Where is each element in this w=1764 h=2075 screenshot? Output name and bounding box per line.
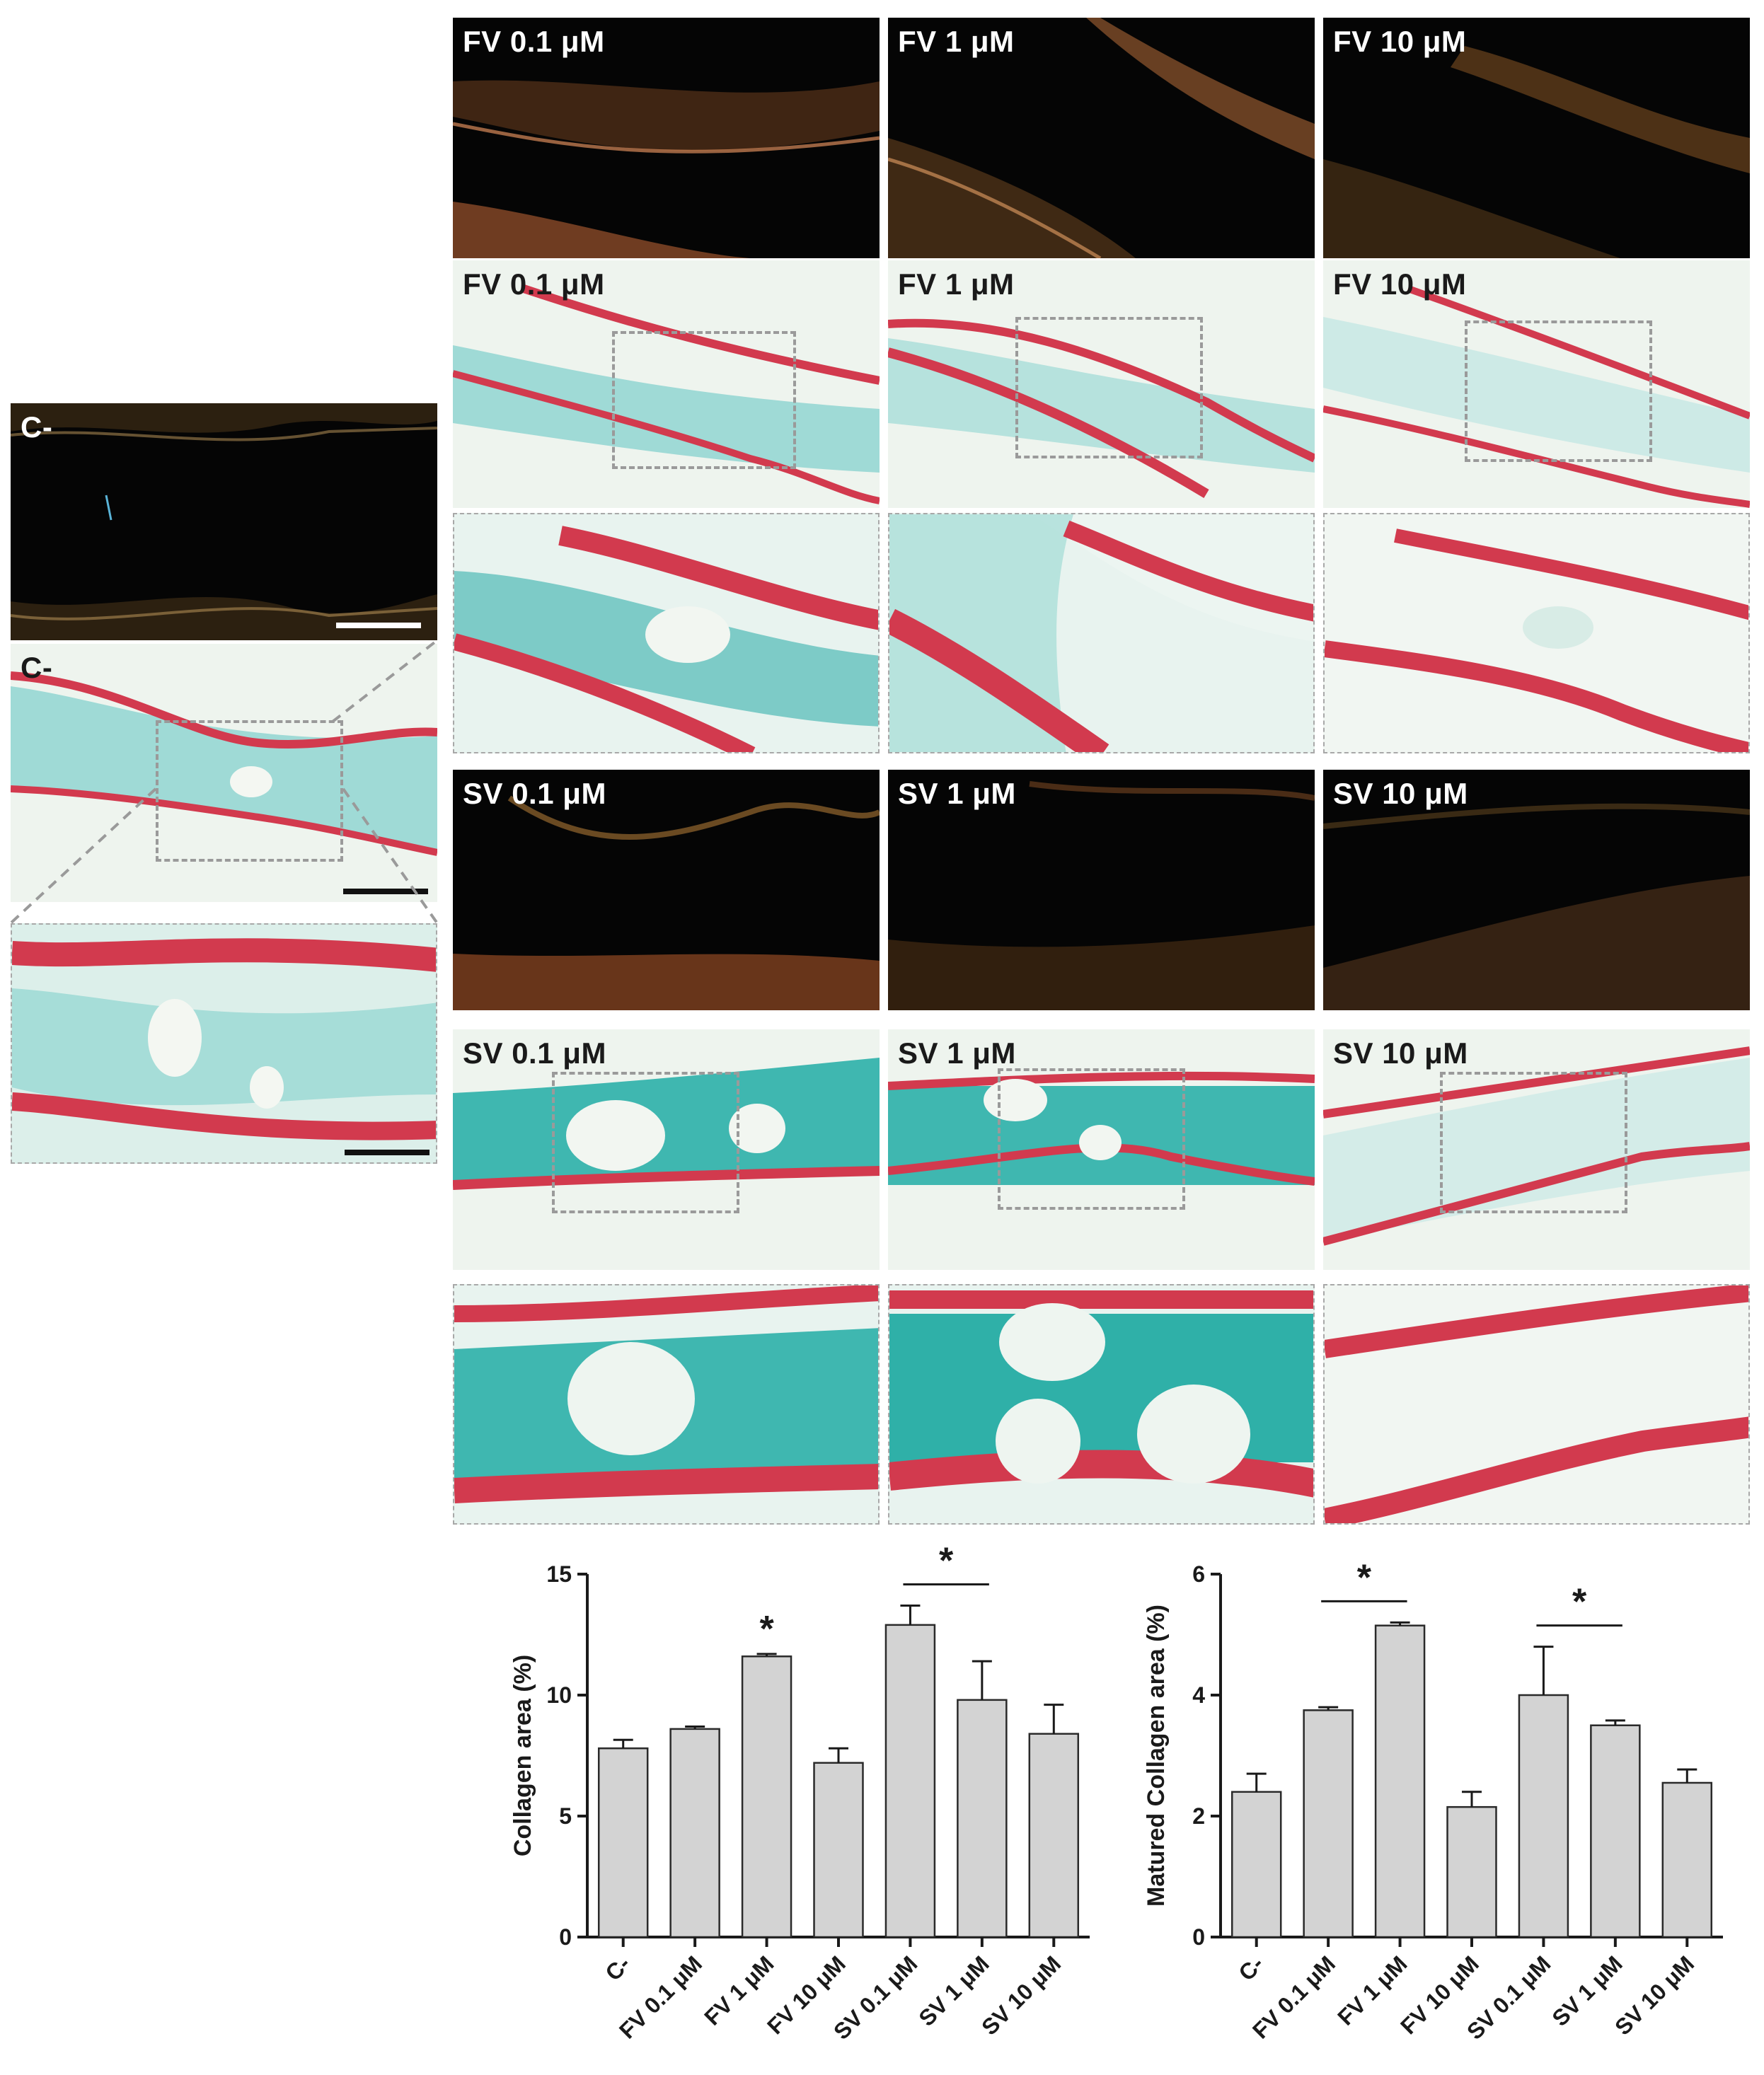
fv-polarized-image: [1323, 46, 1750, 258]
fv-stained-image: [888, 318, 1315, 499]
panel-label: FV 1 μM: [898, 267, 1015, 301]
bar: [1028, 1733, 1080, 1938]
bar: [1590, 1724, 1641, 1938]
sv-polarized-panel-3: SV 10 μM: [1323, 770, 1750, 1010]
bar: [957, 1699, 1008, 1938]
zoom-region-frame: [612, 331, 796, 469]
sv-stained-panel-1: SV 0.1 μM: [453, 1029, 880, 1270]
scale-bar: [336, 623, 421, 628]
sv-zoom-image: [1325, 1285, 1748, 1523]
sv-zoom-image: [454, 1285, 878, 1503]
panel-label: SV 10 μM: [1333, 1036, 1468, 1070]
fv-zoom-image: [889, 514, 1313, 752]
x-tick-label: C-: [600, 1950, 635, 1985]
x-tick-label: C-: [1233, 1950, 1268, 1985]
bar: [1518, 1694, 1569, 1938]
bar: [884, 1624, 936, 1938]
zoom-region-frame: [1015, 317, 1203, 458]
fv-polarized-panel-1: FV 0.1 μM: [453, 18, 880, 258]
significance-star: *: [759, 1609, 774, 1650]
sv-zoom-image: [889, 1290, 1313, 1498]
bar: [1374, 1624, 1426, 1938]
fv-zoom-image: [454, 526, 878, 752]
panel-label: C-: [21, 410, 53, 444]
sv-zoom-inset-2: [888, 1284, 1315, 1525]
zoom-region-frame: [156, 720, 343, 862]
sv-stained-image: [453, 1058, 880, 1190]
fv-stained-panel-3: FV 10 μM: [1323, 260, 1750, 508]
fv-zoom-inset-1: [453, 513, 880, 753]
sv-polarized-image: [888, 781, 1315, 1010]
fv-polarized-image: [888, 18, 1315, 258]
control-zoom-image: [12, 938, 436, 1140]
y-tick-label: 10: [546, 1682, 572, 1708]
y-tick-label: 2: [1192, 1803, 1205, 1829]
fv-stained-image: [1323, 285, 1750, 508]
y-tick-label: 6: [1192, 1561, 1205, 1587]
panel-label: C-: [21, 651, 53, 684]
fv-stained-panel-1: FV 0.1 μM: [453, 260, 880, 508]
sv-zoom-inset-1: [453, 1284, 880, 1525]
bar: [741, 1655, 792, 1938]
scale-bar: [345, 1150, 430, 1155]
fv-zoom-inset-3: [1323, 513, 1750, 753]
control-polarized-panel: C-: [11, 403, 437, 640]
zoom-region-frame: [1465, 320, 1652, 462]
sv-polarized-panel-1: SV 0.1 μM: [453, 770, 880, 1010]
bar: [1230, 1791, 1282, 1938]
zoom-region-frame: [1440, 1072, 1627, 1213]
panel-label: FV 1 μM: [898, 25, 1015, 58]
sv-polarized-image: [1323, 803, 1750, 1010]
control-zoom-inset: [11, 923, 437, 1164]
fv-polarized-image: [453, 80, 880, 258]
fv-zoom-image: [1325, 528, 1748, 752]
bar: [669, 1728, 720, 1938]
y-axis-title: Matured Collagen area (%): [1143, 1605, 1170, 1907]
panel-label: SV 0.1 μM: [463, 777, 606, 810]
y-tick-label: 0: [559, 1924, 572, 1950]
significance-star: *: [939, 1540, 954, 1581]
panel-label: SV 10 μM: [1333, 777, 1468, 810]
y-tick-label: 15: [546, 1561, 572, 1587]
control-stained-image: [11, 671, 437, 856]
sv-stained-panel-3: SV 10 μM: [1323, 1029, 1750, 1270]
sv-zoom-inset-3: [1323, 1284, 1750, 1525]
sv-polarized-panel-2: SV 1 μM: [888, 770, 1315, 1010]
panel-label: SV 1 μM: [898, 777, 1016, 810]
fv-zoom-inset-2: [888, 513, 1315, 753]
bar: [1303, 1709, 1354, 1938]
bar: [1446, 1805, 1497, 1938]
panel-label: FV 0.1 μM: [463, 267, 605, 301]
panel-label: SV 1 μM: [898, 1036, 1016, 1070]
panel-label: FV 10 μM: [1333, 267, 1467, 301]
panel-label: SV 0.1 μM: [463, 1036, 606, 1070]
sv-stained-panel-2: SV 1 μM: [888, 1029, 1315, 1270]
y-tick-label: 0: [1192, 1924, 1205, 1950]
control-polarized-image: [11, 403, 437, 640]
y-tick-label: 4: [1192, 1682, 1205, 1708]
panel-label: FV 10 μM: [1333, 25, 1467, 58]
fv-stained-panel-2: FV 1 μM: [888, 260, 1315, 508]
fv-stained-image: [453, 284, 880, 504]
panel-label: FV 0.1 μM: [463, 25, 605, 58]
y-axis-title: Collagen area (%): [509, 1655, 536, 1856]
y-tick-label: 5: [559, 1803, 572, 1829]
fv-polarized-panel-3: FV 10 μM: [1323, 18, 1750, 258]
sv-stained-image: [1323, 1046, 1750, 1246]
scale-bar: [343, 889, 428, 894]
bar: [1661, 1781, 1713, 1938]
zoom-region-frame: [998, 1068, 1185, 1210]
x-tick-label: SV 10 μM: [1610, 1950, 1699, 2040]
significance-star: *: [1357, 1557, 1372, 1598]
zoom-region-frame: [552, 1072, 739, 1213]
fv-polarized-panel-2: FV 1 μM: [888, 18, 1315, 258]
significance-star: *: [1572, 1582, 1587, 1623]
bar: [813, 1762, 864, 1938]
sv-polarized-image: [453, 795, 880, 1010]
x-tick-label: SV 10 μM: [976, 1950, 1066, 2040]
bar: [597, 1747, 649, 1938]
